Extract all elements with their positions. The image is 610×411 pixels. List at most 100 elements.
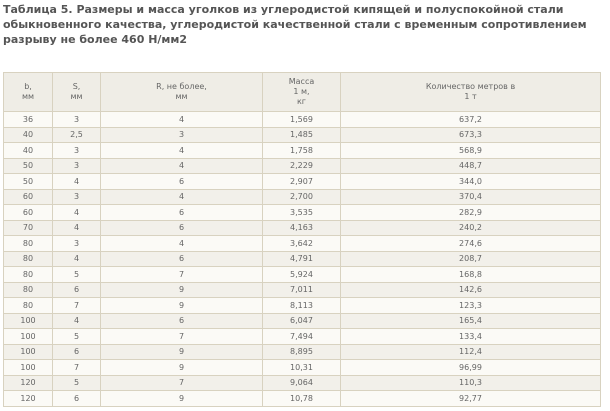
table-cell: 4,163 bbox=[262, 219, 341, 236]
table-cell: 4,791 bbox=[262, 250, 341, 267]
header-text: мм bbox=[175, 92, 188, 101]
table-cell: 40 bbox=[3, 126, 53, 143]
table-cell: 7 bbox=[52, 359, 101, 376]
table-cell: 4 bbox=[100, 235, 263, 252]
table-cell: 110,3 bbox=[340, 374, 601, 391]
table-cell: 1,758 bbox=[262, 142, 341, 159]
table-cell: 80 bbox=[3, 297, 53, 314]
table-cell: 6 bbox=[100, 250, 263, 267]
table-cell: 3 bbox=[52, 111, 101, 128]
table: b, мм S, мм R, не более, мм Масса 1 м, кг Количес… bbox=[3, 72, 601, 407]
table-cell: 80 bbox=[3, 266, 53, 283]
table-cell: 3 bbox=[52, 142, 101, 159]
header-text: 1 т bbox=[464, 92, 477, 101]
table-cell: 3 bbox=[52, 188, 101, 205]
table-cell: 100 bbox=[3, 359, 53, 376]
table-cell: 274,6 bbox=[340, 235, 601, 252]
table-row: 120 5 7 9,064 110,3 bbox=[3, 374, 601, 391]
table-row: 60 4 6 3,535 282,9 bbox=[3, 204, 601, 221]
table-cell: 282,9 bbox=[340, 204, 601, 221]
table-cell: 70 bbox=[3, 219, 53, 236]
table-cell: 9 bbox=[100, 359, 263, 376]
table-row: 70 4 6 4,163 240,2 bbox=[3, 219, 601, 236]
table-cell: 344,0 bbox=[340, 173, 601, 190]
table-row: 60 3 4 2,700 370,4 bbox=[3, 188, 601, 205]
table-cell: 4 bbox=[52, 173, 101, 190]
table-row: 100 4 6 6,047 165,4 bbox=[3, 312, 601, 329]
table-row: 80 6 9 7,011 142,6 bbox=[3, 281, 601, 298]
table-cell: 100 bbox=[3, 312, 53, 329]
table-row: 80 5 7 5,924 168,8 bbox=[3, 266, 601, 283]
table-cell: 96,99 bbox=[340, 359, 601, 376]
table-cell: 4 bbox=[52, 312, 101, 329]
table-cell: 7 bbox=[100, 266, 263, 283]
table-cell: 370,4 bbox=[340, 188, 601, 205]
table-cell: 3 bbox=[52, 157, 101, 174]
header-text: S, bbox=[72, 82, 81, 91]
table-cell: 6 bbox=[100, 204, 263, 221]
table-row: 80 3 4 3,642 274,6 bbox=[3, 235, 601, 252]
table-cell: 36 bbox=[3, 111, 53, 128]
header-text: R, не более, bbox=[156, 82, 207, 91]
table-row: 40 2,5 3 1,485 673,3 bbox=[3, 126, 601, 143]
header-text: 1 м, bbox=[293, 87, 310, 96]
table-cell: 112,4 bbox=[340, 343, 601, 360]
header-cell: S, мм bbox=[52, 72, 101, 112]
table-cell: 2,5 bbox=[52, 126, 101, 143]
header-cell: b, мм bbox=[3, 72, 53, 112]
table-cell: 6 bbox=[100, 312, 263, 329]
table-cell: 10,78 bbox=[262, 390, 341, 407]
table-cell: 8,895 bbox=[262, 343, 341, 360]
table-cell: 168,8 bbox=[340, 266, 601, 283]
table-cell: 7,494 bbox=[262, 328, 341, 345]
table-row: 40 3 4 1,758 568,9 bbox=[3, 142, 601, 159]
table-cell: 9,064 bbox=[262, 374, 341, 391]
table-cell: 60 bbox=[3, 188, 53, 205]
table-title: Таблица 5. Размеры и масса уголков из уг… bbox=[3, 3, 587, 46]
header-text: кг bbox=[296, 97, 307, 106]
table-cell: 448,7 bbox=[340, 157, 601, 174]
header-row: b, мм S, мм R, не более, мм Масса 1 м, кг Количес… bbox=[3, 72, 601, 112]
table-cell: 9 bbox=[100, 343, 263, 360]
table-cell: 60 bbox=[3, 204, 53, 221]
table-cell: 3 bbox=[52, 235, 101, 252]
table-cell: 142,6 bbox=[340, 281, 601, 298]
table-cell: 5 bbox=[52, 328, 101, 345]
table-cell: 80 bbox=[3, 250, 53, 267]
table-cell: 6,047 bbox=[262, 312, 341, 329]
table-cell: 240,2 bbox=[340, 219, 601, 236]
table-cell: 3,642 bbox=[262, 235, 341, 252]
table-cell: 123,3 bbox=[340, 297, 601, 314]
table-cell: 7,011 bbox=[262, 281, 341, 298]
header-text: мм bbox=[21, 92, 35, 101]
header-cell: R, не более, мм bbox=[100, 72, 263, 112]
table-cell: 9 bbox=[100, 281, 263, 298]
table-cell: 2,229 bbox=[262, 157, 341, 174]
header-text: b, bbox=[24, 82, 32, 91]
table-cell: 4 bbox=[52, 219, 101, 236]
table-cell: 133,4 bbox=[340, 328, 601, 345]
table-cell: 4 bbox=[100, 142, 263, 159]
table-cell: 10,31 bbox=[262, 359, 341, 376]
table-cell: 4 bbox=[100, 157, 263, 174]
table-cell: 7 bbox=[100, 328, 263, 345]
table-row: 80 4 6 4,791 208,7 bbox=[3, 250, 601, 267]
table-cell: 4 bbox=[100, 188, 263, 205]
table-cell: 120 bbox=[3, 390, 53, 407]
table-cell: 6 bbox=[100, 219, 263, 236]
table-row: 100 6 9 8,895 112,4 bbox=[3, 343, 601, 360]
table-body: 36 3 4 1,569 637,2 40 2,5 3 1,485 673,3 40 3 4 1,758 5… bbox=[3, 111, 601, 407]
table-cell: 2,907 bbox=[262, 173, 341, 190]
table-cell: 50 bbox=[3, 157, 53, 174]
table-row: 36 3 4 1,569 637,2 bbox=[3, 111, 601, 128]
table-row: 50 3 4 2,229 448,7 bbox=[3, 157, 601, 174]
table-cell: 6 bbox=[100, 173, 263, 190]
table-cell: 3,535 bbox=[262, 204, 341, 221]
table-row: 50 4 6 2,907 344,0 bbox=[3, 173, 601, 190]
table-row: 80 7 9 8,113 123,3 bbox=[3, 297, 601, 314]
table-cell: 637,2 bbox=[340, 111, 601, 128]
table-cell: 50 bbox=[3, 173, 53, 190]
table-cell: 120 bbox=[3, 374, 53, 391]
table-cell: 100 bbox=[3, 328, 53, 345]
table-cell: 208,7 bbox=[340, 250, 601, 267]
